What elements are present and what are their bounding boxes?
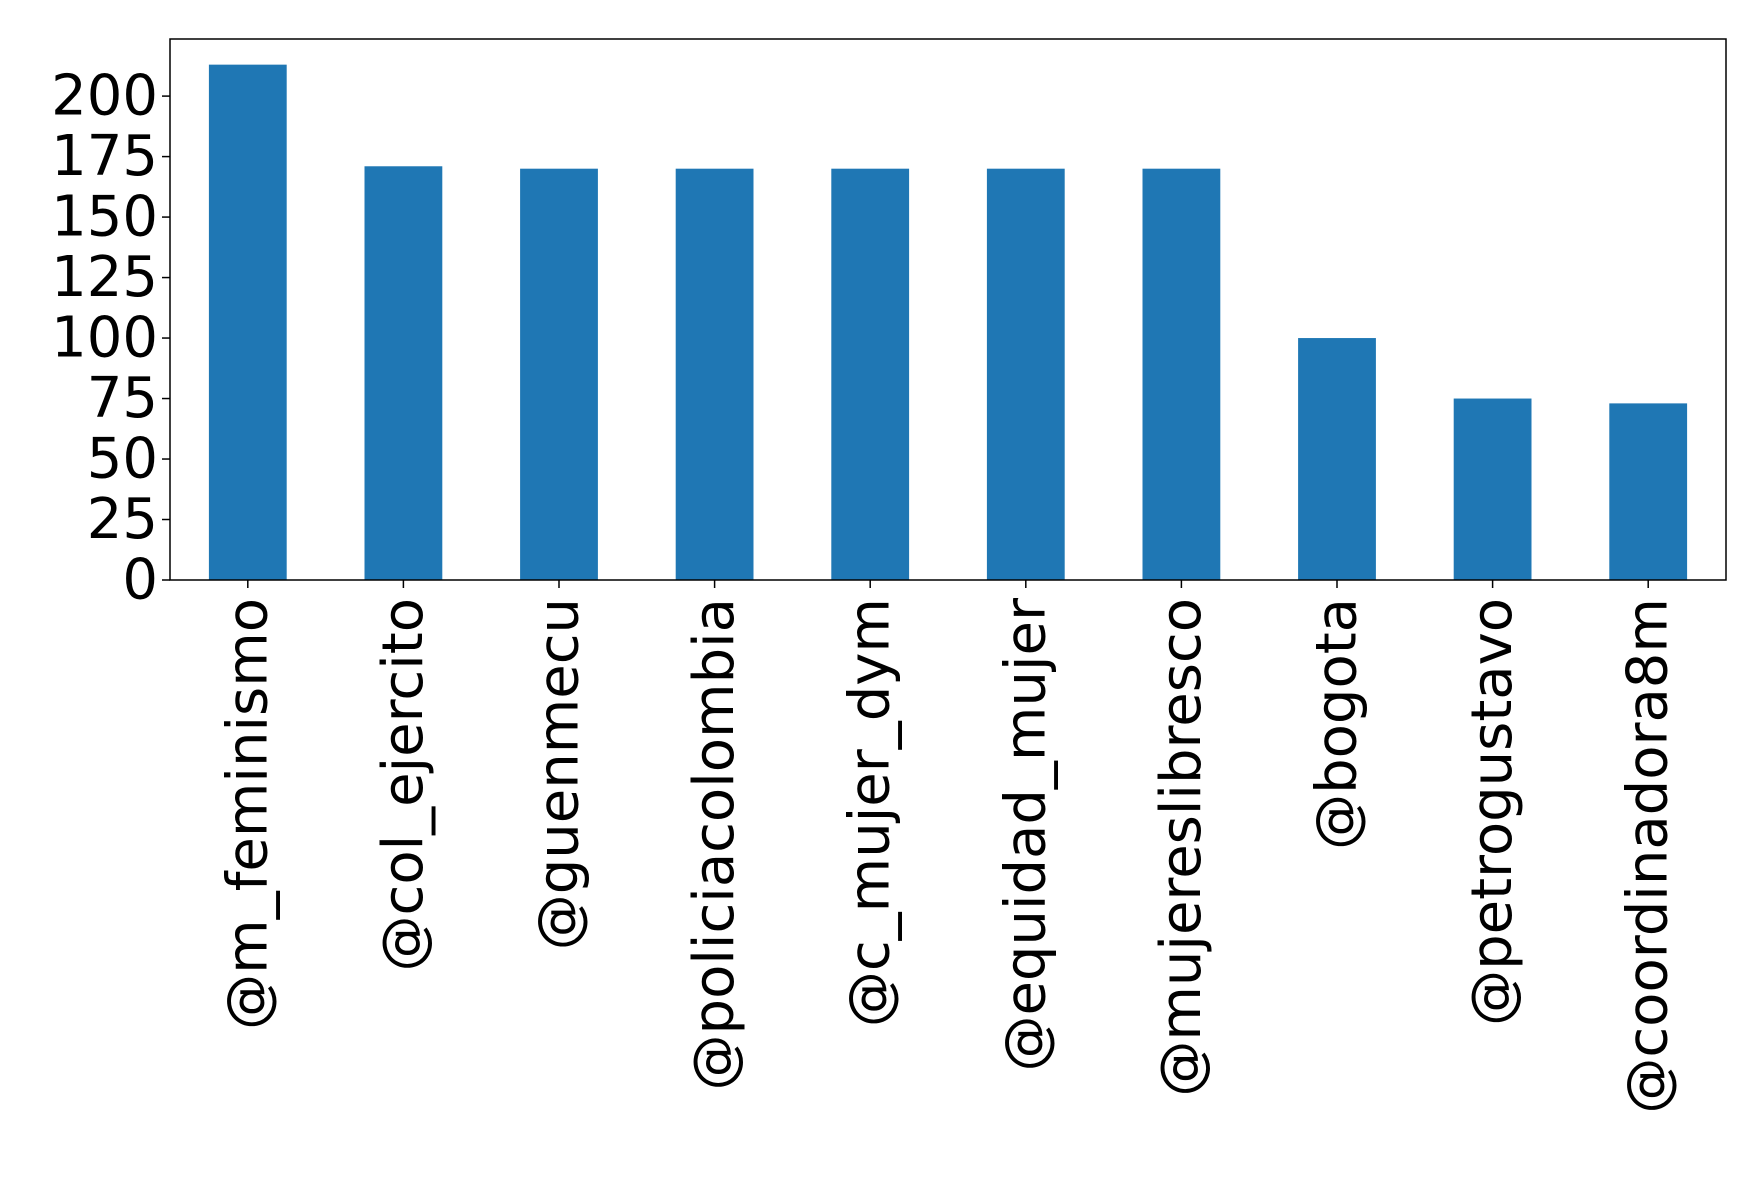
bar-guenmecu [520,168,598,580]
x-tick-label: @coordinadora8m [1616,598,1681,1114]
x-tick-label: @guenmecu [527,598,592,950]
x-tick-label: @policiacolombia [682,598,747,1090]
bar-equidad_mujer [986,168,1065,580]
bar-coordinadora8m [1609,403,1688,580]
y-tick-label: 175 [51,124,158,189]
x-tick-label: @c_mujer_dym [838,598,903,1027]
bar-petrogustavo [1453,398,1532,580]
plot-frame [169,38,1727,581]
bar-policiacolombia [675,168,754,580]
x-tick-label: @petrogustavo [1460,598,1525,1026]
bar-c_mujer_dym [831,168,910,580]
bar-bogota [1298,338,1376,580]
bar-mujereslibresco [1142,168,1221,580]
y-tick-label: 50 [87,427,158,492]
x-axis: @m_feminismo @col_ejercito @guenmecu @polic… [215,580,1681,1114]
y-tick-label: 200 [51,64,158,129]
x-tick-label: @col_ejercito [371,598,436,971]
y-tick-label: 75 [87,366,158,431]
x-tick-label: @m_feminismo [215,598,280,1030]
x-tick-label: @equidad_mujer [993,597,1058,1072]
bar-col_ejercito [364,166,443,580]
x-tick-label: @bogota [1305,598,1370,850]
bar-m_feminismo [208,64,287,580]
y-tick-label: 125 [51,245,158,310]
y-tick-label: 100 [51,306,158,371]
bars-group [208,64,1688,580]
x-tick-label: @mujereslibresco [1149,598,1214,1097]
y-tick-label: 150 [51,185,158,250]
y-tick-label: 0 [122,548,158,613]
y-tick-label: 25 [87,487,158,552]
